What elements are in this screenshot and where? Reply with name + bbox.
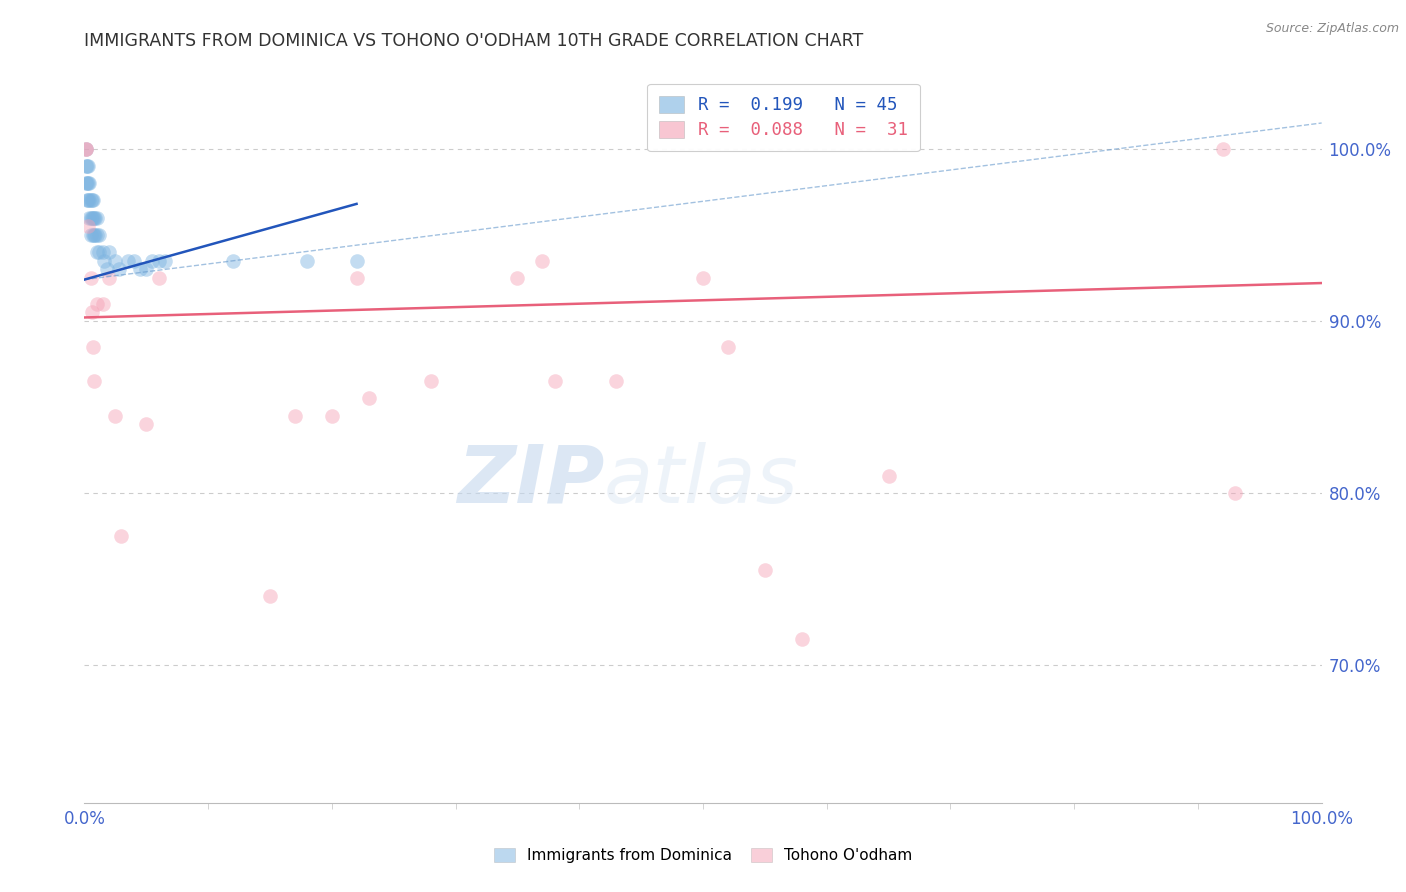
Point (346, 271, 368, 285)
Point (790, 632, 813, 647)
Point (110, 529, 132, 543)
Point (75, 142, 97, 156)
Point (75, 142, 97, 156)
Point (80, 305, 103, 319)
Point (108, 262, 131, 277)
Point (222, 253, 245, 268)
Point (1212, 142, 1234, 156)
Point (692, 271, 714, 285)
Point (77, 194, 100, 208)
Point (98, 245, 121, 260)
Text: Source: ZipAtlas.com: Source: ZipAtlas.com (1265, 22, 1399, 36)
Point (82, 227, 104, 242)
Point (91, 245, 114, 260)
Point (83, 374, 105, 388)
Point (321, 409, 343, 423)
Legend: R =  0.199   N = 45, R =  0.088   N =  31: R = 0.199 N = 45, R = 0.088 N = 31 (647, 84, 920, 152)
Point (148, 271, 170, 285)
Point (104, 409, 127, 423)
Point (104, 253, 127, 268)
Text: atlas: atlas (605, 442, 799, 520)
Point (98, 271, 121, 285)
Point (80, 211, 103, 225)
Point (75, 159, 97, 173)
Point (506, 271, 529, 285)
Point (357, 392, 380, 406)
Point (754, 564, 776, 578)
Point (259, 589, 281, 603)
Point (135, 262, 157, 277)
Point (79, 194, 101, 208)
Point (86, 296, 108, 310)
Point (83, 227, 105, 242)
Point (75, 142, 97, 156)
Point (346, 253, 368, 268)
Point (76, 159, 98, 173)
Point (135, 417, 157, 432)
Text: ZIP: ZIP (457, 442, 605, 520)
Point (89, 227, 111, 242)
Point (86, 227, 108, 242)
Point (79, 227, 101, 242)
Point (77, 219, 100, 234)
Point (82, 211, 104, 225)
Point (284, 409, 307, 423)
Legend: Immigrants from Dominica, Tohono O'odham: Immigrants from Dominica, Tohono O'odham (486, 840, 920, 871)
Point (76, 176, 98, 190)
Text: IMMIGRANTS FROM DOMINICA VS TOHONO O'ODHAM 10TH GRADE CORRELATION CHART: IMMIGRANTS FROM DOMINICA VS TOHONO O'ODH… (84, 32, 863, 50)
Point (86, 245, 108, 260)
Point (122, 253, 145, 268)
Point (543, 374, 565, 388)
Point (77, 176, 100, 190)
Point (79, 176, 101, 190)
Point (148, 253, 170, 268)
Point (91, 296, 114, 310)
Point (79, 211, 101, 225)
Point (141, 253, 163, 268)
Point (79, 211, 101, 225)
Point (1223, 486, 1246, 500)
Point (86, 211, 108, 225)
Point (96, 262, 118, 277)
Point (129, 262, 152, 277)
Point (93, 253, 115, 268)
Point (76, 194, 98, 208)
Point (82, 340, 104, 354)
Point (605, 374, 627, 388)
Point (717, 340, 740, 354)
Point (295, 253, 318, 268)
Point (153, 253, 176, 268)
Point (84, 227, 107, 242)
Point (84, 211, 107, 225)
Point (77, 159, 100, 173)
Point (80, 194, 103, 208)
Point (75, 176, 97, 190)
Point (79, 271, 101, 285)
Point (89, 245, 111, 260)
Point (419, 374, 441, 388)
Point (877, 468, 900, 483)
Point (82, 194, 104, 208)
Point (83, 211, 105, 225)
Point (79, 194, 101, 208)
Point (117, 253, 139, 268)
Point (531, 253, 554, 268)
